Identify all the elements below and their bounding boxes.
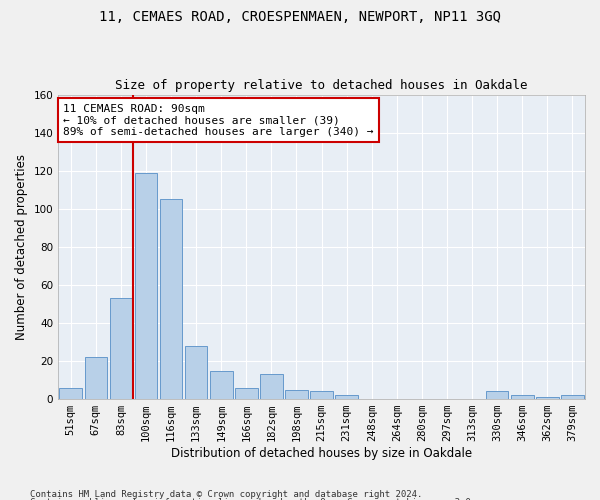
Bar bbox=[235, 388, 257, 399]
Bar bbox=[85, 357, 107, 399]
Bar bbox=[134, 172, 157, 399]
Bar bbox=[310, 392, 333, 399]
Text: Contains public sector information licensed under the Open Government Licence v3: Contains public sector information licen… bbox=[30, 498, 476, 500]
Bar bbox=[260, 374, 283, 399]
Bar bbox=[59, 388, 82, 399]
Bar bbox=[110, 298, 132, 399]
Y-axis label: Number of detached properties: Number of detached properties bbox=[15, 154, 28, 340]
Bar bbox=[335, 396, 358, 399]
Bar bbox=[285, 390, 308, 399]
Bar bbox=[160, 199, 182, 399]
Text: 11 CEMAES ROAD: 90sqm
← 10% of detached houses are smaller (39)
89% of semi-deta: 11 CEMAES ROAD: 90sqm ← 10% of detached … bbox=[64, 104, 374, 137]
Bar bbox=[536, 397, 559, 399]
X-axis label: Distribution of detached houses by size in Oakdale: Distribution of detached houses by size … bbox=[171, 447, 472, 460]
Title: Size of property relative to detached houses in Oakdale: Size of property relative to detached ho… bbox=[115, 79, 528, 92]
Bar bbox=[511, 396, 533, 399]
Bar bbox=[561, 396, 584, 399]
Bar bbox=[210, 370, 233, 399]
Text: Contains HM Land Registry data © Crown copyright and database right 2024.: Contains HM Land Registry data © Crown c… bbox=[30, 490, 422, 499]
Bar bbox=[486, 392, 508, 399]
Bar bbox=[185, 346, 208, 399]
Text: 11, CEMAES ROAD, CROESPENMAEN, NEWPORT, NP11 3GQ: 11, CEMAES ROAD, CROESPENMAEN, NEWPORT, … bbox=[99, 10, 501, 24]
